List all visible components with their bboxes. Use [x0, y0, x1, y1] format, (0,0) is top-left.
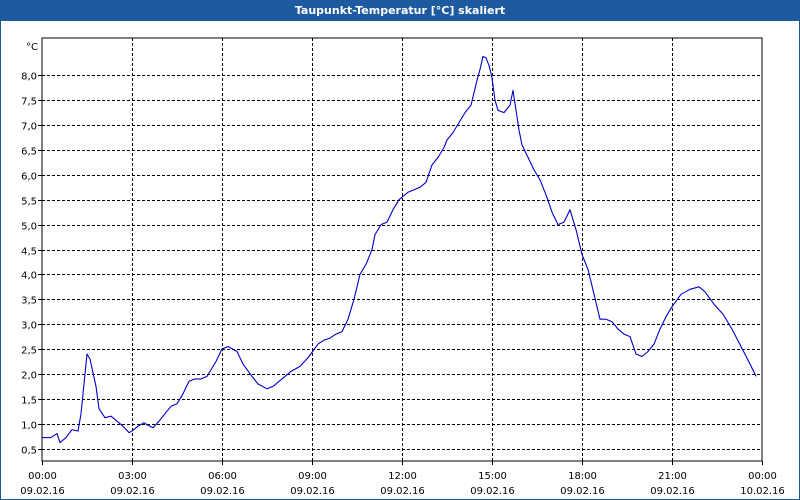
x-tick-time: 06:00 — [208, 471, 237, 482]
y-tick-label: 6,0 — [21, 172, 37, 183]
x-tick-time: 18:00 — [568, 471, 597, 482]
y-tick-label: 2,5 — [21, 346, 37, 357]
y-axis-unit: °C — [26, 42, 38, 53]
x-tick-date: 09.02.16 — [380, 486, 425, 497]
y-tick-label: 6,5 — [21, 147, 37, 158]
y-tick-label: 7,5 — [21, 97, 37, 108]
x-tick-time: 00:00 — [28, 471, 57, 482]
y-tick-label: 3,0 — [21, 321, 37, 332]
x-tick-date: 09.02.16 — [110, 486, 155, 497]
series-line — [42, 55, 757, 444]
y-tick-label: 1,0 — [21, 421, 37, 432]
y-tick-label: 0,5 — [21, 446, 37, 457]
x-tick-date: 09.02.16 — [290, 486, 335, 497]
y-tick-label: 5,0 — [21, 222, 37, 233]
y-tick-label: 2,0 — [21, 371, 37, 382]
y-tick-label: 7,0 — [21, 122, 37, 133]
y-tick-label: 4,5 — [21, 247, 37, 258]
window-title: Taupunkt-Temperatur [°C] skaliert — [1, 1, 799, 21]
x-tick-time: 03:00 — [118, 471, 147, 482]
x-tick-time: 12:00 — [388, 471, 417, 482]
y-tick-label: 8,0 — [21, 72, 37, 83]
x-tick-time: 21:00 — [658, 471, 687, 482]
y-tick-label: 1,5 — [21, 396, 37, 407]
x-tick-time: 00:00 — [748, 471, 777, 482]
x-tick-date: 09.02.16 — [560, 486, 605, 497]
x-tick-date: 09.02.16 — [650, 486, 695, 497]
x-tick-date: 09.02.16 — [20, 486, 65, 497]
x-tick-date: 10.02.16 — [740, 486, 785, 497]
y-tick-label: 5,5 — [21, 197, 37, 208]
x-tick-date: 09.02.16 — [470, 486, 515, 497]
x-tick-date: 09.02.16 — [200, 486, 245, 497]
y-tick-label: 4,0 — [21, 271, 37, 282]
x-tick-time: 09:00 — [298, 471, 327, 482]
x-tick-time: 15:00 — [478, 471, 507, 482]
y-tick-label: 3,5 — [21, 296, 37, 307]
